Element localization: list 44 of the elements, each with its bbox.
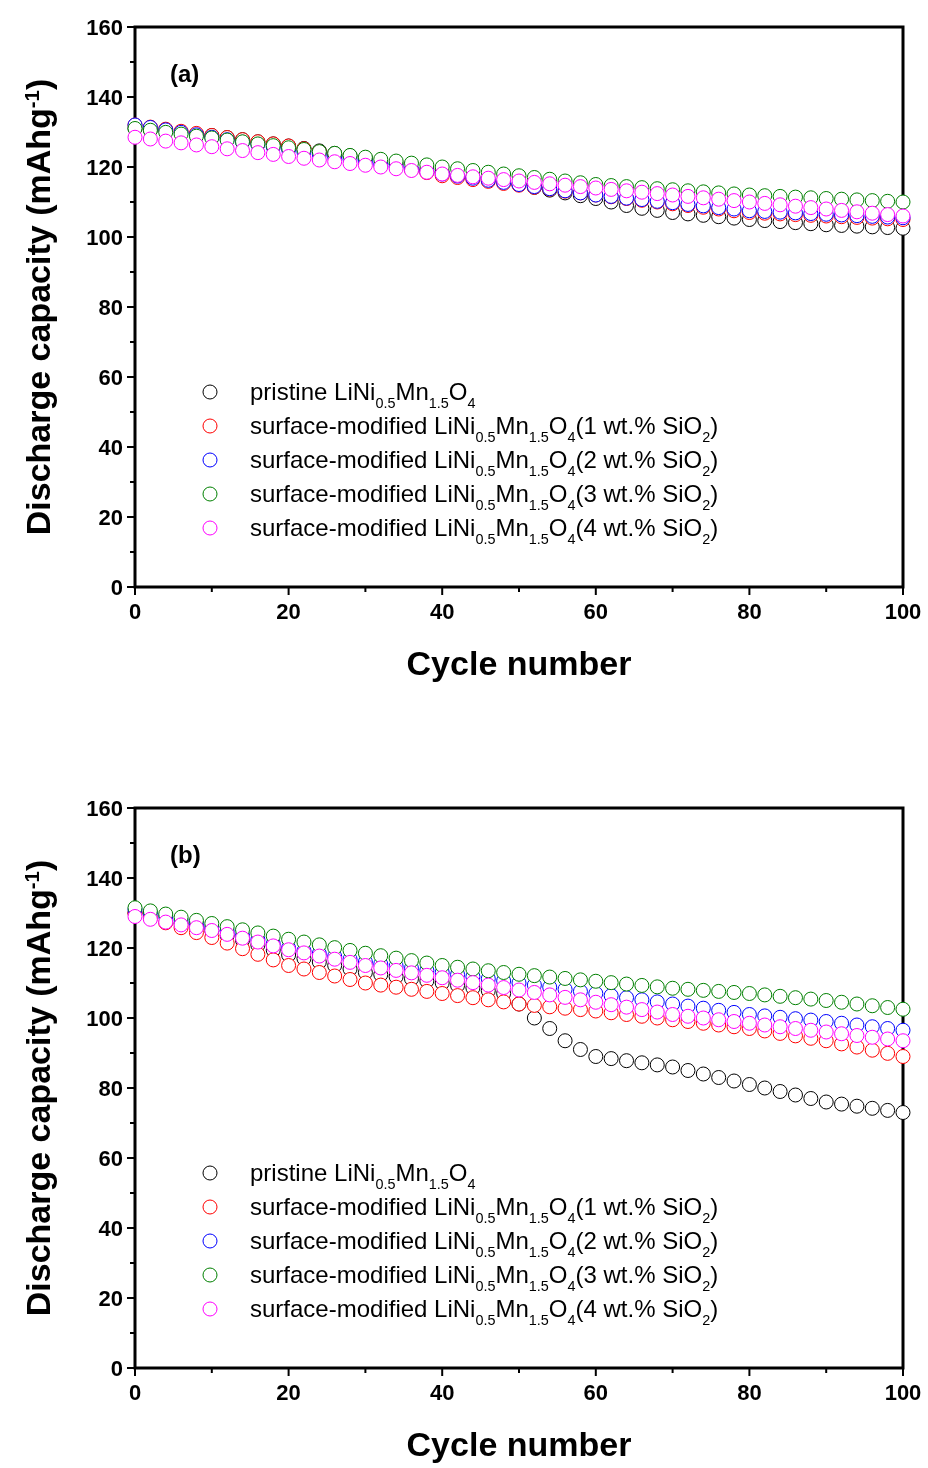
text: surface-modified LiNi$_{0.5}$Mn$_{1.5}$O$_{4}$(1 wt.% SiO$_{2}$) — [250, 1193, 719, 1227]
x-tick-label: 0 — [128, 1380, 142, 1405]
y-tick-label: 140 — [86, 865, 123, 891]
x-tick-label: 40 — [429, 599, 455, 624]
y-tick-label: 20 — [98, 1285, 123, 1311]
x-axis-title: Cycle number — [406, 644, 632, 682]
annotation: (a) — [170, 60, 200, 87]
y-tick-label: 0 — [110, 1355, 123, 1381]
y-tick-label: 140 — [86, 84, 123, 110]
y-tick-label: 60 — [98, 1145, 123, 1171]
y-tick-label: 80 — [98, 294, 123, 320]
legend-label: pristine LiNi$_{0.5}$Mn$_{1.5}$O$_{4}$ — [250, 378, 476, 412]
text: surface-modified LiNi$_{0.5}$Mn$_{1.5}$O$_{4}$(3 wt.% SiO$_{2}$) — [250, 1261, 719, 1295]
y-tick-label: 100 — [86, 1005, 123, 1031]
y-tick-label: 120 — [86, 935, 123, 961]
y-tick-label: 40 — [98, 1215, 123, 1241]
text: surface-modified LiNi$_{0.5}$Mn$_{1.5}$O$_{4}$(2 wt.% SiO$_{2}$) — [250, 446, 719, 480]
text: surface-modified LiNi$_{0.5}$Mn$_{1.5}$O$_{4}$(2 wt.% SiO$_{2}$) — [250, 1227, 719, 1261]
y-tick-label: 120 — [86, 154, 123, 180]
x-tick-label: 100 — [884, 599, 922, 624]
y-tick-label: 100 — [86, 224, 123, 250]
y-tick-label: 40 — [98, 434, 123, 460]
y-tick-label: 80 — [98, 1075, 123, 1101]
x-tick-label: 80 — [737, 599, 762, 624]
text: surface-modified LiNi$_{0.5}$Mn$_{1.5}$O$_{4}$(3 wt.% SiO$_{2}$) — [250, 480, 719, 514]
legend-label: pristine LiNi$_{0.5}$Mn$_{1.5}$O$_{4}$ — [250, 1159, 476, 1193]
y-tick-label: 160 — [86, 795, 123, 821]
x-tick-label: 100 — [884, 1380, 922, 1405]
x-axis-title: Cycle number — [406, 1425, 632, 1463]
text: surface-modified LiNi$_{0.5}$Mn$_{1.5}$O$_{4}$(4 wt.% SiO$_{2}$) — [250, 1295, 719, 1329]
y-tick-label: 0 — [110, 574, 123, 600]
text: surface-modified LiNi$_{0.5}$Mn$_{1.5}$O$_{4}$(4 wt.% SiO$_{2}$) — [250, 514, 719, 548]
text: surface-modified LiNi$_{0.5}$Mn$_{1.5}$O$_{4}$(1 wt.% SiO$_{2}$) — [250, 412, 719, 446]
x-tick-label: 60 — [583, 599, 609, 624]
x-tick-label: 20 — [276, 1380, 301, 1405]
annotation: (b) — [170, 841, 201, 868]
y-tick-label: 20 — [98, 504, 123, 530]
x-tick-label: 20 — [276, 599, 301, 624]
y-tick-label: 160 — [86, 14, 123, 40]
y-tick-label: 60 — [98, 364, 123, 390]
x-tick-label: 80 — [737, 1380, 762, 1405]
x-tick-label: 60 — [583, 1380, 609, 1405]
x-tick-label: 40 — [429, 1380, 455, 1405]
x-tick-label: 0 — [128, 599, 142, 624]
